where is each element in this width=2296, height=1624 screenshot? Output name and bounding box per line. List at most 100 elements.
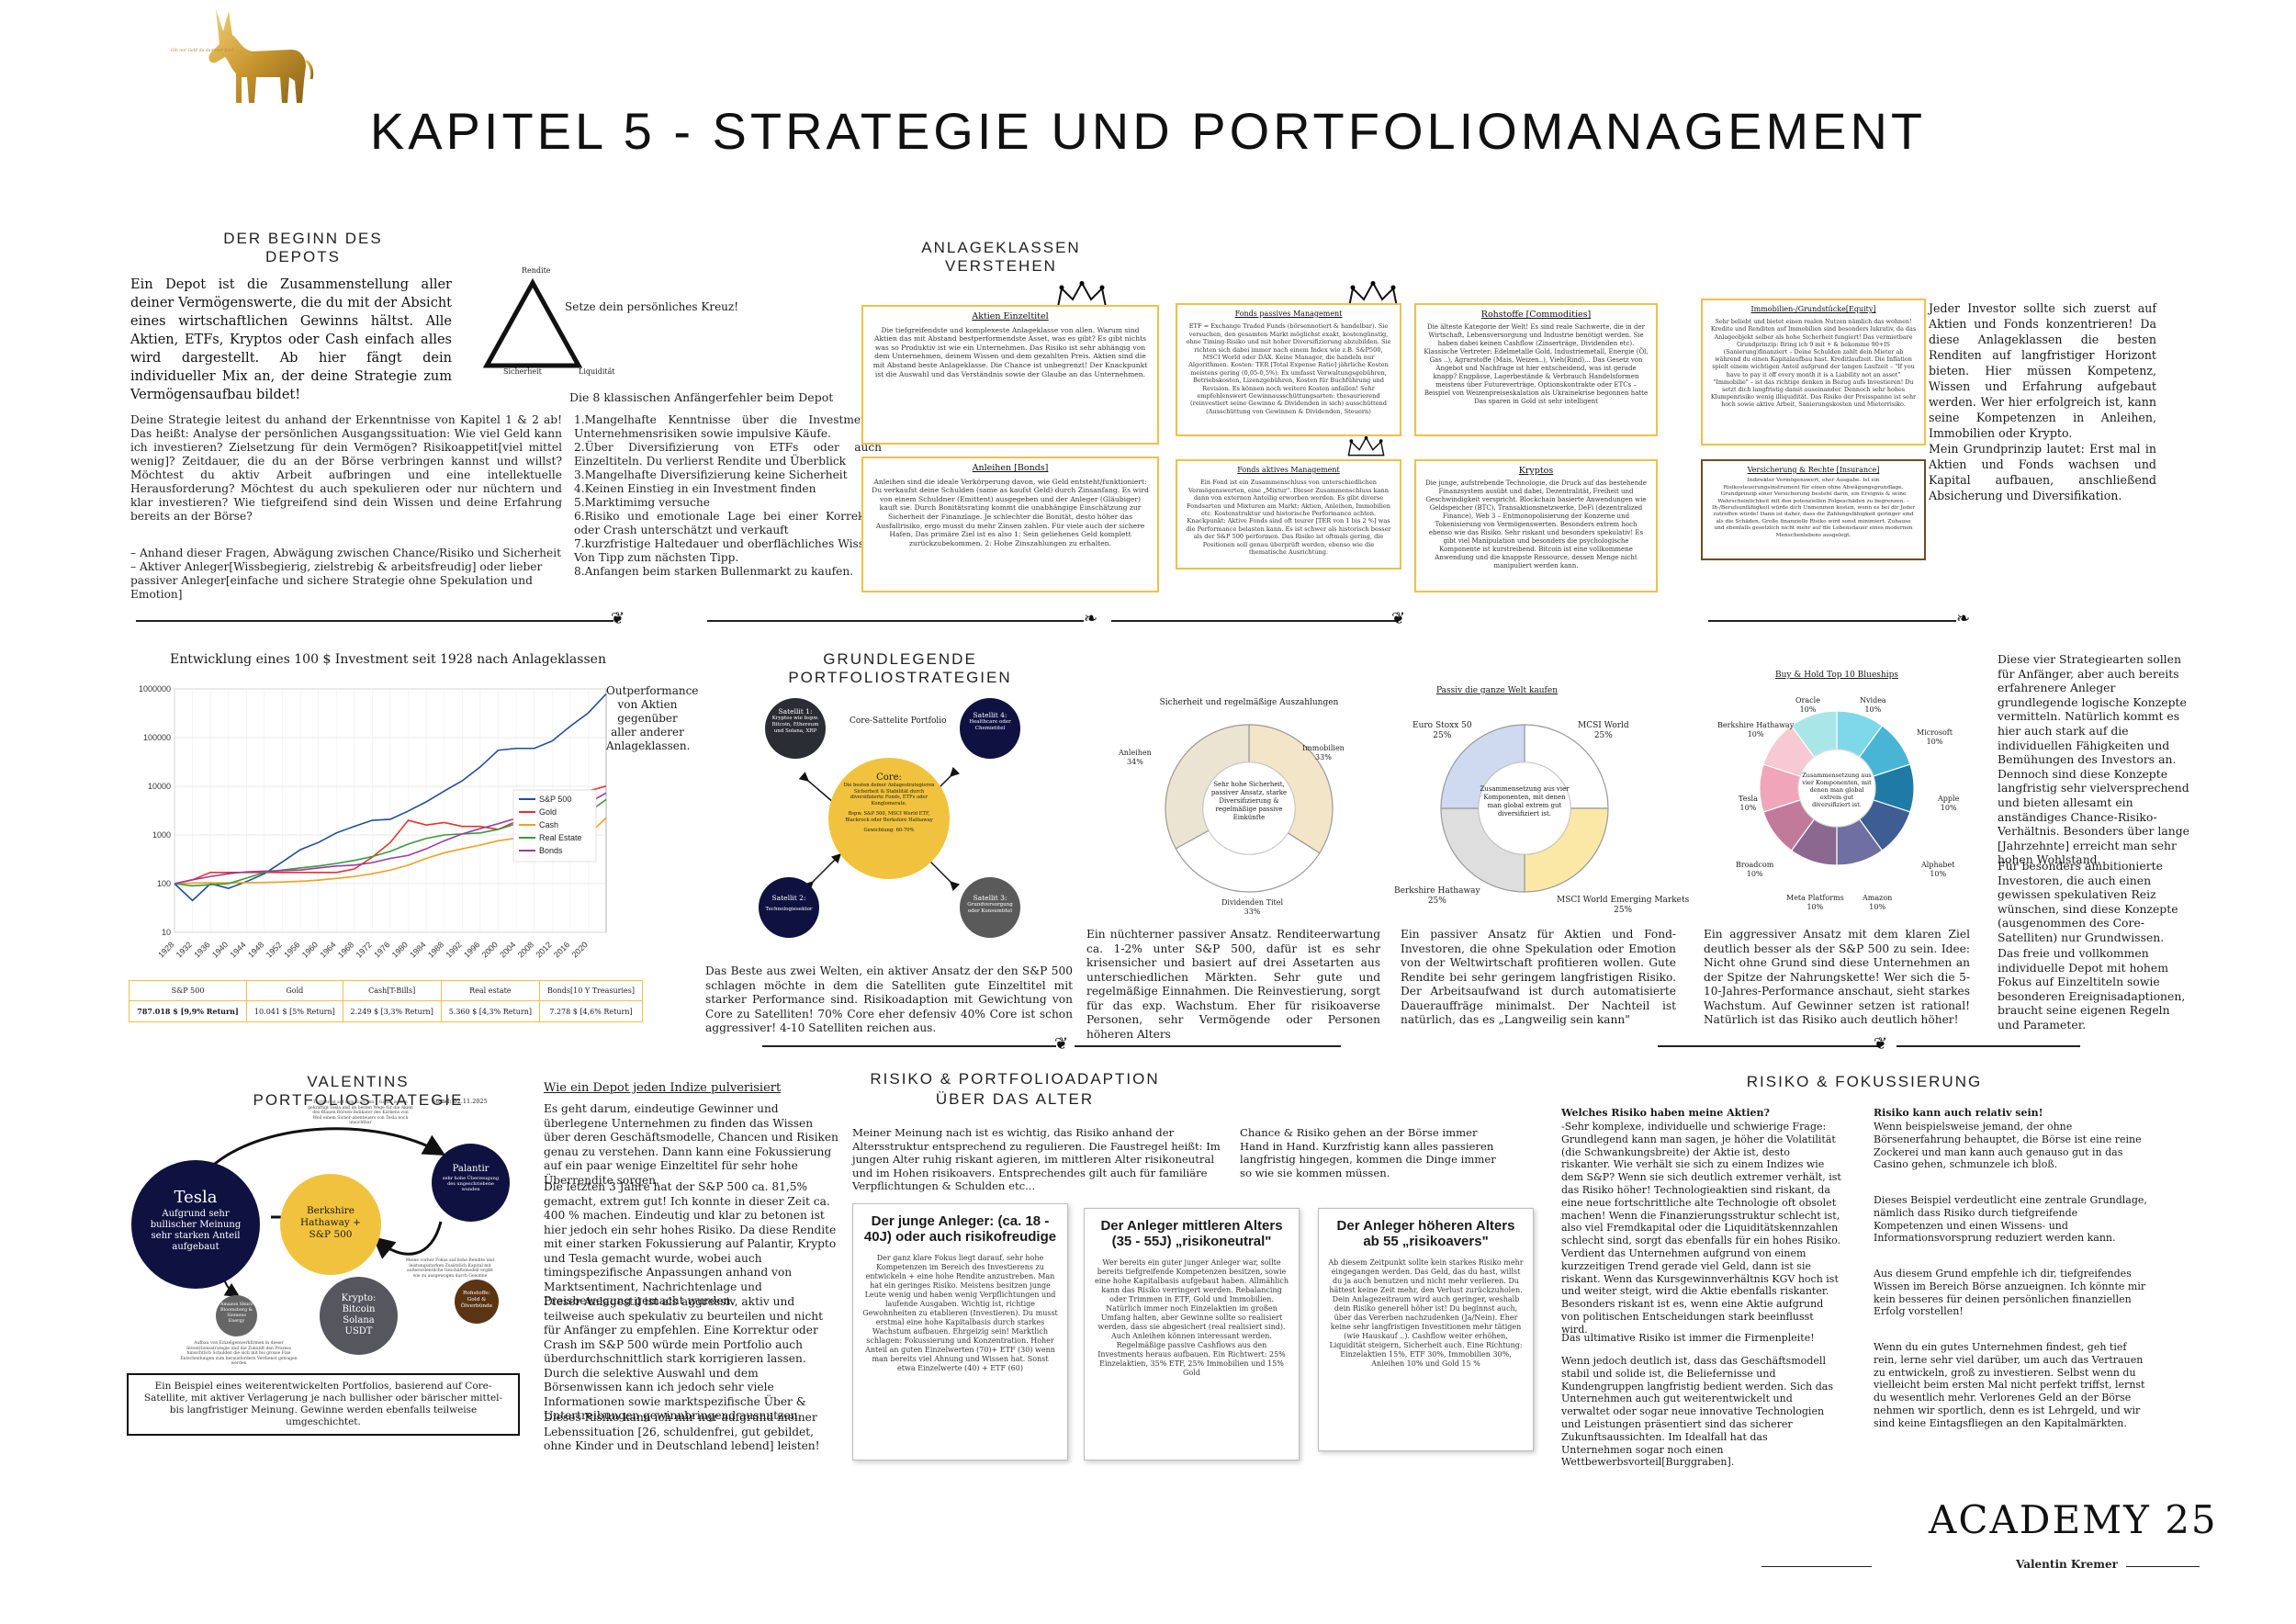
divider bbox=[1761, 1566, 1872, 1567]
ornament-icon: ❦ bbox=[611, 609, 625, 628]
tesla-title: Tesla bbox=[174, 1188, 218, 1207]
ornament-icon: ❦ bbox=[1391, 609, 1406, 628]
slice-label: Amazon 10% bbox=[1863, 894, 1893, 911]
anlageklassen-note-2: Mein Grundprinzip lautet: Erst mal in Ak… bbox=[1929, 442, 2156, 502]
rohstoffe-label: Rohstoffe: Gold & Ölverbünde bbox=[460, 1291, 493, 1309]
alter-box-alt: Der Anleger höheren Alters ab 55 „risiko… bbox=[1318, 1208, 1534, 1451]
divider bbox=[762, 1045, 1056, 1047]
box-text: Die älteste Kategorie der Welt! Es sind … bbox=[1424, 323, 1649, 405]
core-satellite-label: Core-Sattelite Portfolio bbox=[850, 716, 947, 726]
mistakes-list: 1.Mangelhafte Kenntnisse über die Invest… bbox=[574, 413, 882, 579]
x-tick-label: 1972 bbox=[355, 940, 374, 959]
strategy-bullet-2: – Aktiver Anleger[Wissbegierig, zielstre… bbox=[130, 560, 543, 601]
slice-label: Meta Platforms 10% bbox=[1786, 894, 1844, 911]
strategy-text: Deine Strategie leitest du anhand der Er… bbox=[130, 413, 562, 523]
passive-donut bbox=[1440, 724, 1609, 893]
slice-label: Tesla 10% bbox=[1739, 795, 1758, 812]
slice-label: Euro Stoxx 50 25% bbox=[1412, 721, 1472, 740]
x-tick-label: 1996 bbox=[462, 940, 481, 959]
mistake-item: 2.Über Diversifizierung von ETFs oder au… bbox=[574, 441, 882, 468]
sat-text: Technologiesektor bbox=[765, 907, 813, 912]
result-label: Bonds[10 Y Treasuries] bbox=[538, 980, 644, 1001]
dividend-desc: Ein nüchterner passiver Ansatz. Renditee… bbox=[1086, 928, 1380, 1041]
box-title: Der Anleger höheren Alters ab 55 „risiko… bbox=[1336, 1218, 1515, 1249]
history-annotation: Outperformance von Aktien gegenüber alle… bbox=[606, 684, 699, 752]
tesla-circle: Tesla Aufgrund sehr bullischer Meinung s… bbox=[131, 1160, 260, 1289]
depot-section-title: Der Beginn des Depots bbox=[223, 230, 383, 265]
divider bbox=[1658, 1045, 1878, 1047]
box-kryptos: Kryptos Die junge, aufstrebende Technolo… bbox=[1414, 459, 1658, 592]
triangle-note: Setze dein persönliches Kreuz! bbox=[565, 300, 739, 313]
donut-hole bbox=[1202, 761, 1296, 855]
y-tick-label: 1000000 bbox=[139, 684, 171, 694]
box-title: Der junge Anleger: (ca. 18 - 40J) oder a… bbox=[863, 1213, 1057, 1245]
donkey-icon bbox=[208, 9, 314, 103]
box-title: Fonds passives Management bbox=[1234, 310, 1343, 318]
depot-intro: Ein Depot ist die Zusammenstellung aller… bbox=[130, 277, 452, 402]
sat-title: Satellit 3: bbox=[973, 894, 1007, 902]
y-tick-label: 10 bbox=[162, 928, 171, 937]
indizes-p4: Dieses Risiko kann ich mir nur aufgrund … bbox=[544, 1411, 820, 1452]
donut-hole bbox=[1478, 761, 1571, 855]
triangle-label-right: Liquidität bbox=[579, 367, 615, 376]
alter-title: Risiko & Portfolioadaption über das Alte… bbox=[870, 1070, 1160, 1108]
mistake-item: 3.Mangelhafte Diversifizierung keine Sic… bbox=[574, 468, 848, 481]
core-text: Die besten deiner Anlagestrategieren Sic… bbox=[843, 783, 935, 806]
passive-title: Passiv die ganze Welt kaufen bbox=[1435, 686, 1559, 695]
slice-label: Berkshire Hathaway 10% bbox=[1717, 721, 1795, 739]
x-tick-label: 1940 bbox=[210, 940, 230, 959]
box-text: Der ganz klare Fokus liegt darauf, sehr … bbox=[862, 1254, 1058, 1372]
fokus-r-text: Wenn beispielsweise jemand, der ohne Bör… bbox=[1874, 1121, 2142, 1171]
mistake-item: 4.Keinen Einstieg in ein Investment find… bbox=[574, 482, 816, 495]
berkshire-label: Berkshire Hathaway + S&P 500 bbox=[300, 1205, 361, 1240]
footer-author: Valentin Kremer bbox=[2016, 1558, 2118, 1571]
y-tick-label: 100000 bbox=[143, 733, 171, 742]
table-row: 787.018 $ [9,9% Return] 10.041 $ [5% Ret… bbox=[128, 1000, 644, 1022]
box-text: Ein Fond ist ein Zusammenschluss von unt… bbox=[1186, 479, 1391, 557]
fokus-r-title: Risiko kann auch relativ sein! bbox=[1874, 1107, 2043, 1119]
krypto-circle: Krypto: Bitcoin Solana USDT bbox=[320, 1277, 398, 1355]
sat-text: Healthcare oder Chemietitel bbox=[969, 719, 1011, 731]
alter-intro-left: Meiner Meinung nach ist es wichtig, das … bbox=[852, 1126, 1221, 1192]
box-aktien: Aktien Einzeltitel Die tiefgreifendste u… bbox=[861, 305, 1159, 445]
box-fonds-passiv: Fonds passives Management ETF = Exchange… bbox=[1176, 303, 1401, 436]
result-label: Real estate bbox=[440, 980, 540, 1001]
mistake-item: 8.Anfangen beim starken Bullenmarkt zu k… bbox=[574, 565, 854, 578]
box-text: Die tiefgreifendste und komplexeste Anla… bbox=[872, 325, 1148, 378]
slice-label: Anleihen 34% bbox=[1119, 749, 1152, 766]
fokus-r-text-3: Aus diesem Grund empfehle ich dir, tiefg… bbox=[1874, 1268, 2146, 1318]
x-tick-label: 2004 bbox=[498, 940, 517, 959]
buyhold-desc: Ein aggressiver Ansatz mit dem klaren Zi… bbox=[1704, 928, 1970, 1026]
mistake-item: 1.Mangelhafte Kenntnisse über die Invest… bbox=[574, 413, 882, 440]
buyhold-title: Buy & Hold Top 10 Blueships bbox=[1775, 671, 1898, 680]
indizes-p3: Dieser Anlagestil ist als aggressiv, akt… bbox=[544, 1295, 824, 1422]
berkshire-circle: Berkshire Hathaway + S&P 500 bbox=[280, 1174, 381, 1275]
box-text: Indirekter Vermögenswert, eher Ausgabe. … bbox=[1712, 478, 1915, 538]
valentin-title: Valentins Portfoliostrategie bbox=[253, 1073, 464, 1109]
core-weight: Gewichtung: 60-70% bbox=[863, 828, 915, 833]
strategien-right-text-2: Für besonders ambitionierte Investoren, … bbox=[1998, 859, 2178, 944]
x-tick-label: 2008 bbox=[516, 940, 535, 959]
small-nodes-circle: Amazon Shurz Bloomsberg & Siemens Energy bbox=[216, 1295, 257, 1336]
strategien-title: Grundlegende Portfoliostrategien bbox=[788, 650, 1012, 686]
valentin-date: Stand: 02.11.2025 bbox=[432, 1098, 488, 1105]
page-title: Kapitel 5 - Strategie und Portfoliomanag… bbox=[369, 102, 1927, 160]
sat4-circle: Satellit 4: Healthcare oder Chemietitel bbox=[960, 698, 1020, 759]
result-value: 10.041 $ [5% Return] bbox=[246, 1000, 343, 1022]
x-tick-label: 1988 bbox=[426, 940, 445, 959]
fokus-r-text-4: Wenn du ein gutes Unternehmen findest, g… bbox=[1874, 1341, 2145, 1429]
footer-brand: ACADEMY 25 bbox=[1929, 1497, 2218, 1542]
fokus-title: Risiko & Fokussierung bbox=[1746, 1073, 1983, 1090]
box-versicherung: Versicherung & Rechte [Insurance] Indire… bbox=[1701, 459, 1926, 560]
sat-text: Kryptos wie bspw. Bitcoin, Ethereum und … bbox=[771, 716, 819, 734]
slice-label: Dividenden Titel 33% bbox=[1221, 898, 1284, 916]
valentin-bottom-small: Aufbau von Einzelgenwerkfirmen in dieser… bbox=[180, 1341, 298, 1366]
alter-box-jung: Der junge Anleger: (ca. 18 - 40J) oder a… bbox=[852, 1203, 1068, 1460]
core-title: Core: bbox=[876, 773, 902, 783]
slice-label: Oracle 10% bbox=[1795, 696, 1820, 714]
divider bbox=[136, 620, 613, 622]
strategy-bullet-1: – Anhand dieser Fragen, Abwägung zwische… bbox=[130, 547, 562, 559]
sat-text: Grundversorgung oder Konsumtitel bbox=[967, 902, 1013, 914]
slice-label: Microsoft 10% bbox=[1917, 728, 1953, 746]
sat1-circle: Satellit 1: Kryptos wie bspw. Bitcoin, E… bbox=[765, 698, 826, 759]
